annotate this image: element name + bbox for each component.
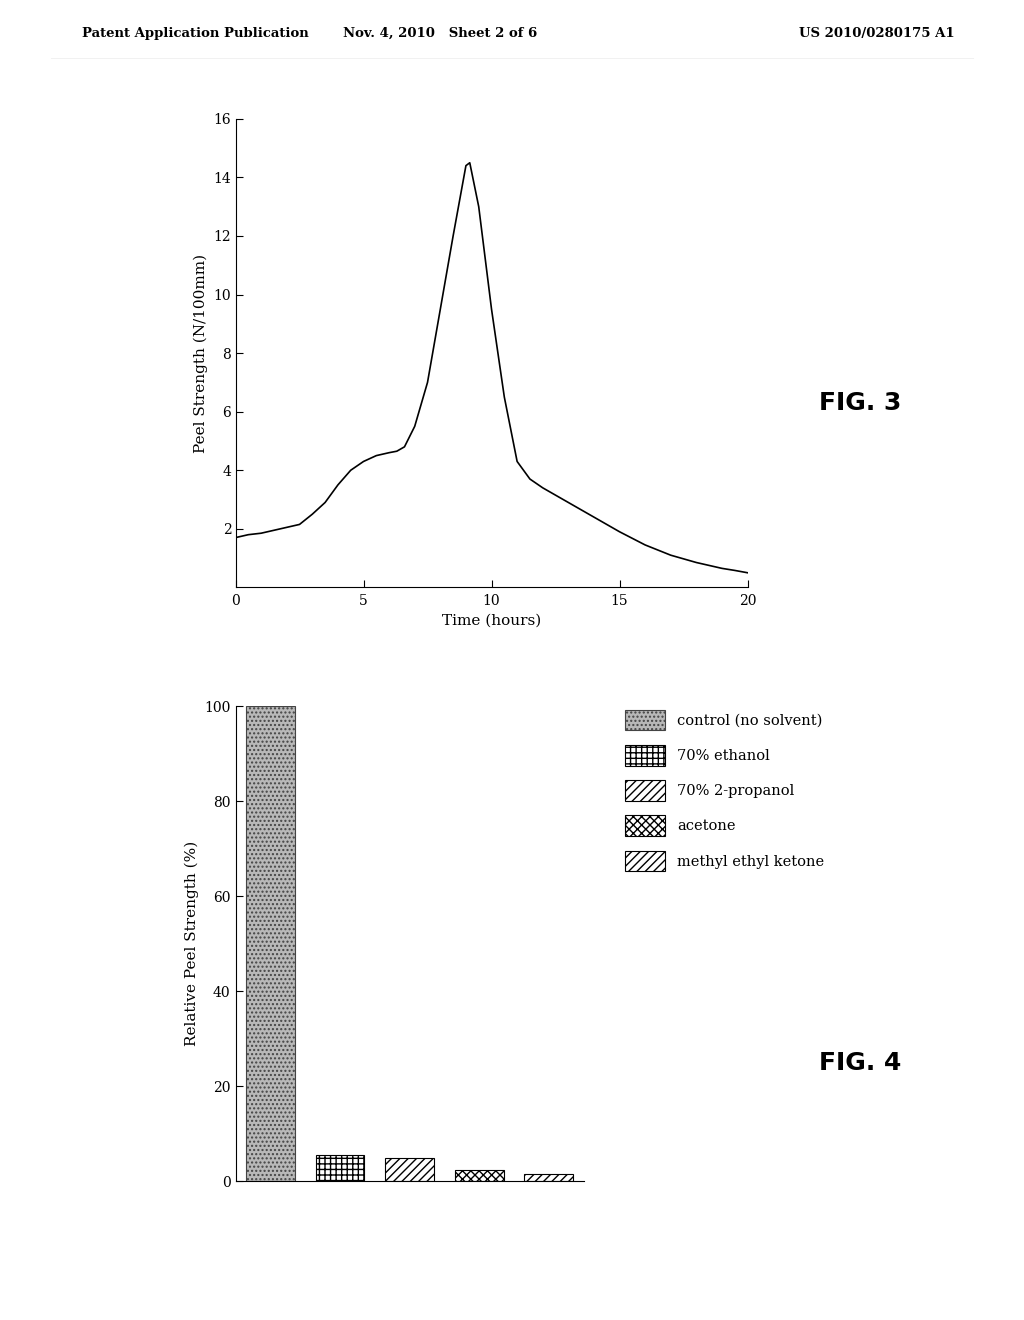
X-axis label: Time (hours): Time (hours) — [442, 614, 541, 628]
Legend: control (no solvent), 70% ethanol, 70% 2-propanol, acetone, methyl ethyl ketone: control (no solvent), 70% ethanol, 70% 2… — [618, 704, 830, 878]
Bar — [385, 1158, 434, 1181]
Text: Patent Application Publication: Patent Application Publication — [82, 26, 308, 40]
Text: Nov. 4, 2010   Sheet 2 of 6: Nov. 4, 2010 Sheet 2 of 6 — [343, 26, 538, 40]
Bar — [246, 706, 295, 1181]
Bar — [455, 1170, 504, 1181]
Y-axis label: Peel Strength (N/100mm): Peel Strength (N/100mm) — [194, 253, 208, 453]
Text: FIG. 4: FIG. 4 — [819, 1051, 901, 1074]
Y-axis label: Relative Peel Strength (%): Relative Peel Strength (%) — [184, 841, 199, 1047]
Bar — [315, 1155, 365, 1181]
Text: US 2010/0280175 A1: US 2010/0280175 A1 — [799, 26, 954, 40]
Bar — [524, 1175, 573, 1181]
Text: FIG. 3: FIG. 3 — [819, 391, 901, 414]
